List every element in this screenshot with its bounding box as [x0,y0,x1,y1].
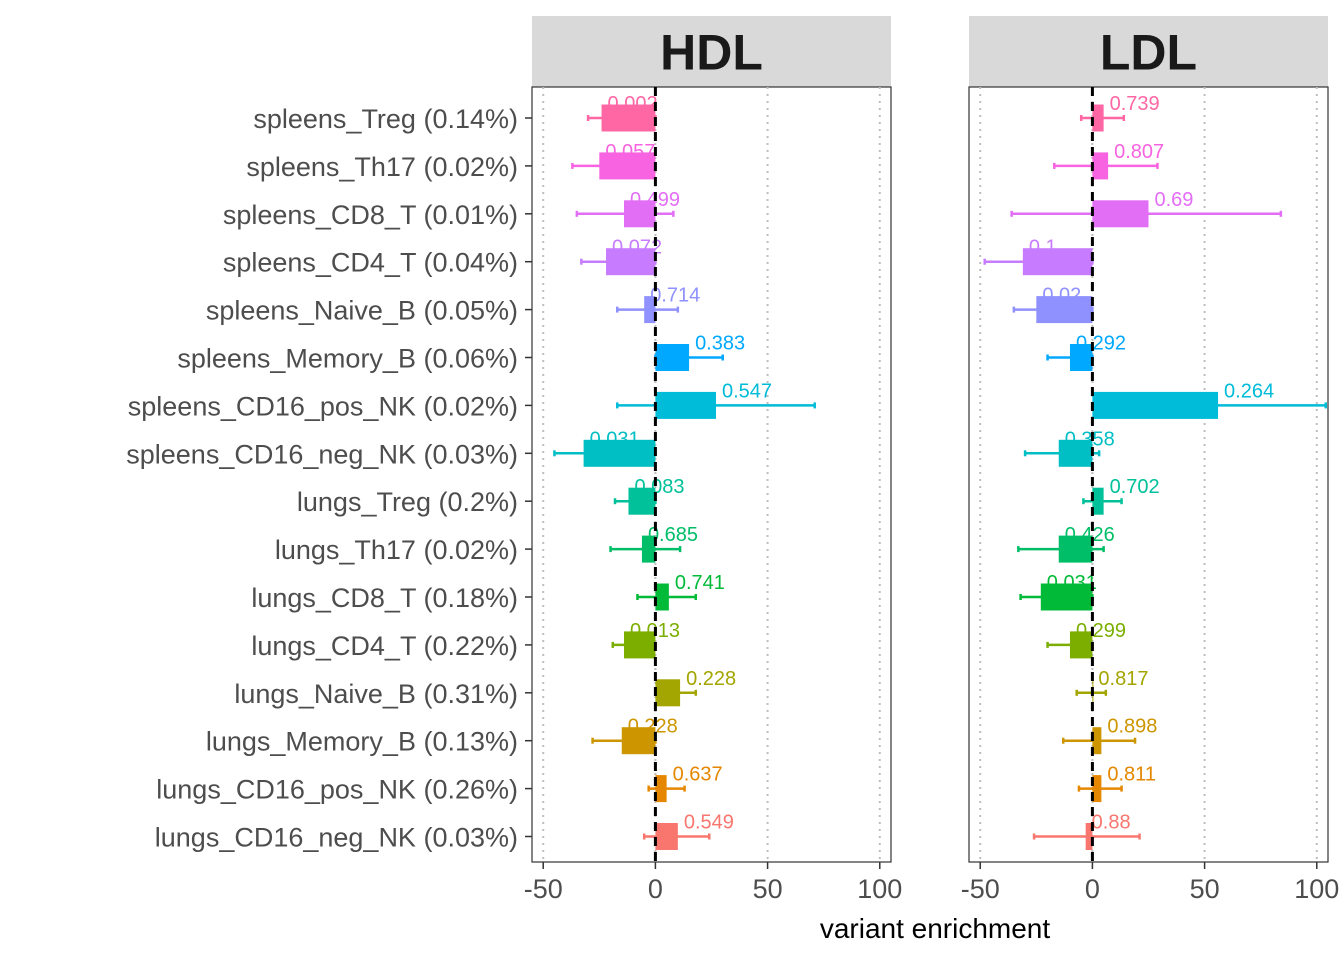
category-label-spleens-th17-0-02: spleens_Th17 (0.02%) [246,152,518,182]
x-tick-label-ldl-0: 0 [1085,874,1100,904]
x-tick-label-ldl-100: 100 [1294,874,1339,904]
pvalue-label-hdl-spleens-th17-0-02: 0.057 [605,141,655,163]
pvalue-label-ldl-spleens-cd16-pos-nk-0-02: 0.264 [1224,380,1274,402]
x-tick-label-ldl-50: 50 [1190,874,1220,904]
pvalue-label-ldl-spleens-cd8-t-0-01: 0.69 [1155,189,1194,211]
pvalue-label-hdl-spleens-treg-0-14: 0.002 [608,93,658,115]
pvalue-label-hdl-lungs-cd16-pos-nk-0-26: 0.637 [673,764,723,786]
panel-ldl: LDL 0.739 0.807 0.69 0.1 0.02 0.292 0.264 0.358 0… [961,16,1339,904]
panels-layer: HDL0.0020.0570.4990.0720.7140.3830.5470.… [524,16,1339,904]
pvalue-label-hdl-lungs-memory-b-0-13: 0.228 [628,716,678,738]
pvalue-label-hdl-lungs-th17-0-02: 0.685 [648,524,698,546]
pvalue-label-ldl-lungs-memory-b-0-13: 0.898 [1107,716,1157,738]
pvalue-label-hdl-lungs-treg-0-2: 0.083 [634,476,684,498]
pvalue-label-hdl-lungs-cd8-t-0-18: 0.741 [675,572,725,594]
x-tick-label-hdl-50: 50 [753,874,783,904]
category-label-spleens-cd4-t-0-04: spleens_CD4_T (0.04%) [223,248,518,278]
pvalue-label-ldl-spleens-th17-0-02: 0.807 [1114,141,1164,163]
category-label-lungs-memory-b-0-13: lungs_Memory_B (0.13%) [206,727,518,757]
category-label-lungs-cd16-pos-nk-0-26: lungs_CD16_pos_NK (0.26%) [156,775,518,805]
category-label-lungs-cd4-t-0-22: lungs_CD4_T (0.22%) [251,631,518,661]
pvalue-label-ldl-lungs-treg-0-2: 0.702 [1110,476,1160,498]
strip-label-ldl: LDL [1100,25,1197,81]
pvalue-label-ldl-lungs-th17-0-02: 0.426 [1065,524,1115,546]
pvalue-label-ldl-spleens-memory-b-0-06: 0.292 [1076,333,1126,355]
category-label-lungs-naive-b-0-31: lungs_Naive_B (0.31%) [234,679,518,709]
category-label-lungs-treg-0-2: lungs_Treg (0.2%) [297,487,518,517]
x-tick-label-ldl-50: -50 [961,874,1000,904]
pvalue-label-hdl-spleens-cd4-t-0-04: 0.072 [612,237,662,259]
category-label-spleens-treg-0-14: spleens_Treg (0.14%) [253,104,518,134]
category-label-lungs-cd8-t-0-18: lungs_CD8_T (0.18%) [251,583,518,613]
strip-label-hdl: HDL [660,25,763,81]
category-labels: spleens_Treg (0.14%) spleens_Th17 (0.02%)… [126,104,532,853]
pvalue-label-ldl-lungs-cd16-neg-nk-0-03: 0.88 [1092,812,1131,834]
panel-hdl: HDL0.0020.0570.4990.0720.7140.3830.5470.… [524,16,902,904]
pvalue-label-hdl-spleens-cd16-pos-nk-0-02: 0.547 [722,380,772,402]
pvalue-label-ldl-lungs-naive-b-0-31: 0.817 [1098,668,1148,690]
pvalue-label-ldl-lungs-cd4-t-0-22: 0.299 [1076,620,1126,642]
pvalue-label-ldl-spleens-treg-0-14: 0.739 [1110,93,1160,115]
pvalue-label-ldl-spleens-cd16-neg-nk-0-03: 0.358 [1065,428,1115,450]
x-tick-label-hdl-50: -50 [524,874,563,904]
category-label-spleens-cd16-pos-nk-0-02: spleens_CD16_pos_NK (0.02%) [128,391,518,421]
pvalue-label-ldl-spleens-naive-b-0-05: 0.02 [1042,285,1081,307]
pvalue-label-hdl-spleens-cd16-neg-nk-0-03: 0.031 [590,428,640,450]
strip-ldl [969,16,1328,87]
pvalue-label-hdl-spleens-memory-b-0-06: 0.383 [695,333,745,355]
x-tick-label-hdl-100: 100 [857,874,902,904]
category-label-spleens-cd8-t-0-01: spleens_CD8_T (0.01%) [223,200,518,230]
pvalue-label-hdl-spleens-naive-b-0-05: 0.714 [650,285,700,307]
plot-area-hdl [531,86,892,863]
pvalue-label-ldl-lungs-cd16-pos-nk-0-26: 0.811 [1107,764,1156,786]
x-tick-label-hdl-0: 0 [648,874,663,904]
category-label-spleens-memory-b-0-06: spleens_Memory_B (0.06%) [177,344,518,374]
x-axis-title: variant enrichment [820,913,1051,944]
pvalue-label-ldl-spleens-cd4-t-0-04: 0.1 [1029,237,1057,259]
pvalue-label-ldl-lungs-cd8-t-0-18: 0.031 [1047,572,1097,594]
category-label-spleens-cd16-neg-nk-0-03: spleens_CD16_neg_NK (0.03%) [126,439,518,469]
strip-hdl [532,16,891,87]
category-label-lungs-th17-0-02: lungs_Th17 (0.02%) [275,535,518,565]
category-label-spleens-naive-b-0-05: spleens_Naive_B (0.05%) [206,296,518,326]
pvalue-label-hdl-lungs-naive-b-0-31: 0.228 [686,668,736,690]
category-label-lungs-cd16-neg-nk-0-03: lungs_CD16_neg_NK (0.03%) [155,823,518,853]
pvalue-label-hdl-lungs-cd16-neg-nk-0-03: 0.549 [684,812,734,834]
